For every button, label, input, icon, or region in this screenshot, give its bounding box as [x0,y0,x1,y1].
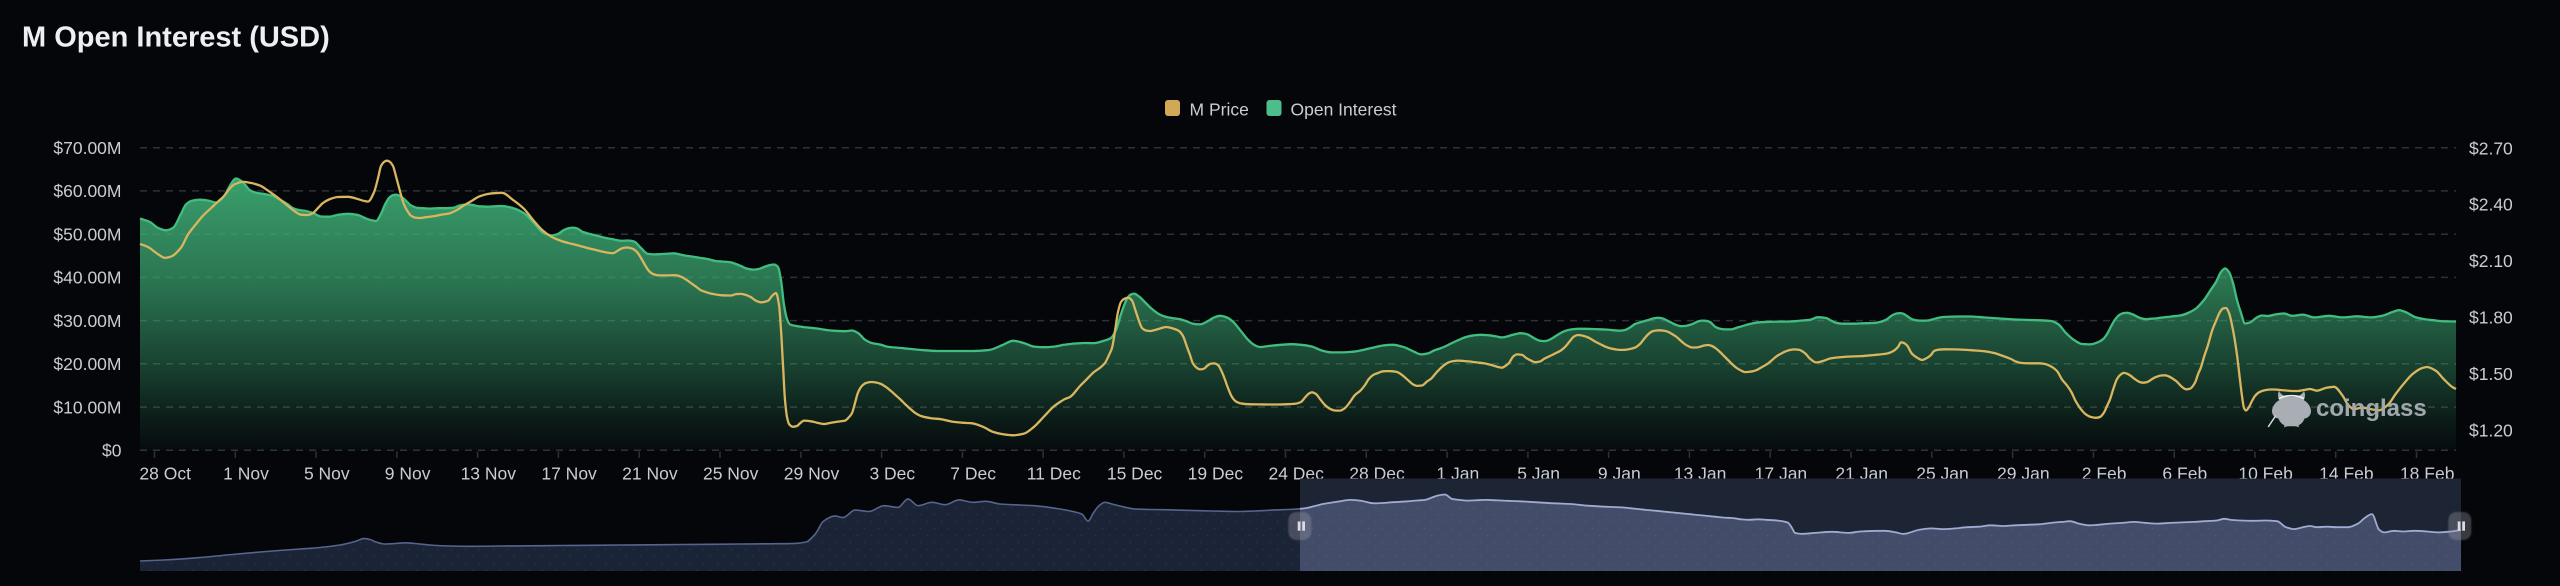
svg-text:13 Jan: 13 Jan [1674,463,1727,483]
svg-text:$70.00M: $70.00M [53,138,121,158]
svg-text:17 Jan: 17 Jan [1755,463,1808,483]
svg-text:$10.00M: $10.00M [53,397,121,417]
svg-text:13 Nov: 13 Nov [461,463,517,483]
svg-text:5 Nov: 5 Nov [304,463,350,483]
svg-text:25 Nov: 25 Nov [703,463,759,483]
svg-text:28 Oct: 28 Oct [139,463,191,483]
svg-text:$60.00M: $60.00M [53,181,121,201]
svg-text:$2.10: $2.10 [2469,251,2513,271]
svg-text:Open Interest: Open Interest [1291,100,1397,120]
svg-text:5 Jan: 5 Jan [1517,463,1560,483]
svg-text:21 Jan: 21 Jan [1835,463,1888,483]
svg-text:$50.00M: $50.00M [53,225,121,245]
svg-text:$1.20: $1.20 [2469,420,2513,440]
svg-text:$2.40: $2.40 [2469,195,2513,215]
svg-text:$1.80: $1.80 [2469,308,2513,328]
svg-text:11 Dec: 11 Dec [1027,463,1081,483]
svg-text:M Open Interest (USD): M Open Interest (USD) [22,22,330,54]
svg-text:14 Feb: 14 Feb [2319,463,2373,483]
svg-text:1 Jan: 1 Jan [1436,463,1479,483]
svg-text:6 Feb: 6 Feb [2162,463,2207,483]
svg-text:M Price: M Price [1190,100,1249,120]
svg-text:29 Jan: 29 Jan [1997,463,2050,483]
svg-text:25 Jan: 25 Jan [1916,463,1969,483]
svg-text:15 Dec: 15 Dec [1107,463,1163,483]
svg-text:$0: $0 [102,441,122,461]
svg-text:7 Dec: 7 Dec [950,463,996,483]
svg-text:17 Nov: 17 Nov [541,463,597,483]
svg-text:9 Nov: 9 Nov [385,463,431,483]
svg-text:29 Nov: 29 Nov [784,463,840,483]
svg-text:1 Nov: 1 Nov [223,463,269,483]
svg-text:21 Nov: 21 Nov [622,463,678,483]
svg-text:28 Dec: 28 Dec [1349,463,1405,483]
svg-text:coinglass: coinglass [2316,395,2427,422]
svg-text:10 Feb: 10 Feb [2238,463,2292,483]
svg-text:$30.00M: $30.00M [53,311,121,331]
svg-text:2 Feb: 2 Feb [2082,463,2127,483]
svg-text:18 Feb: 18 Feb [2400,463,2454,483]
svg-text:19 Dec: 19 Dec [1188,463,1244,483]
svg-text:$1.50: $1.50 [2469,364,2513,384]
svg-text:9 Jan: 9 Jan [1598,463,1641,483]
svg-text:$20.00M: $20.00M [53,354,121,374]
svg-text:3 Dec: 3 Dec [869,463,915,483]
svg-text:$40.00M: $40.00M [53,268,121,288]
svg-text:24 Dec: 24 Dec [1268,463,1324,483]
svg-text:$2.70: $2.70 [2469,138,2513,158]
